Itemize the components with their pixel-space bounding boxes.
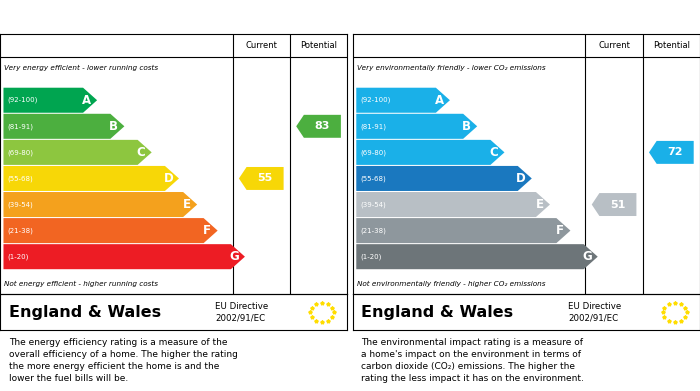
Text: Current: Current xyxy=(598,41,630,50)
Text: Potential: Potential xyxy=(300,41,337,50)
Polygon shape xyxy=(356,244,598,269)
Text: Very environmentally friendly - lower CO₂ emissions: Very environmentally friendly - lower CO… xyxy=(357,65,545,71)
Text: (55-68): (55-68) xyxy=(8,175,34,182)
Polygon shape xyxy=(356,192,550,217)
Text: 55: 55 xyxy=(257,174,272,183)
Text: EU Directive
2002/91/EC: EU Directive 2002/91/EC xyxy=(568,302,622,323)
Text: (69-80): (69-80) xyxy=(8,149,34,156)
Text: The energy efficiency rating is a measure of the
overall efficiency of a home. T: The energy efficiency rating is a measur… xyxy=(8,338,237,383)
Text: Energy Efficiency Rating: Energy Efficiency Rating xyxy=(8,11,172,24)
Text: G: G xyxy=(582,250,592,263)
Text: (69-80): (69-80) xyxy=(360,149,386,156)
Text: G: G xyxy=(230,250,239,263)
Text: A: A xyxy=(435,94,444,107)
Text: 83: 83 xyxy=(314,121,330,131)
Polygon shape xyxy=(356,166,532,191)
Text: (21-38): (21-38) xyxy=(8,227,34,234)
Text: F: F xyxy=(556,224,564,237)
Polygon shape xyxy=(4,218,218,243)
Text: England & Wales: England & Wales xyxy=(361,305,514,320)
Text: D: D xyxy=(164,172,174,185)
Text: C: C xyxy=(489,146,498,159)
Text: (92-100): (92-100) xyxy=(360,97,391,104)
Text: Not environmentally friendly - higher CO₂ emissions: Not environmentally friendly - higher CO… xyxy=(357,281,545,287)
Polygon shape xyxy=(356,114,477,139)
Text: Current: Current xyxy=(245,41,277,50)
Text: (81-91): (81-91) xyxy=(8,123,34,129)
Text: Very energy efficient - lower running costs: Very energy efficient - lower running co… xyxy=(4,65,158,71)
Text: (39-54): (39-54) xyxy=(360,201,386,208)
Polygon shape xyxy=(592,193,636,216)
Text: B: B xyxy=(109,120,118,133)
Text: C: C xyxy=(136,146,146,159)
Text: Potential: Potential xyxy=(653,41,690,50)
Text: Not energy efficient - higher running costs: Not energy efficient - higher running co… xyxy=(4,281,158,287)
Polygon shape xyxy=(356,140,505,165)
Text: D: D xyxy=(517,172,526,185)
Text: (1-20): (1-20) xyxy=(360,253,382,260)
Polygon shape xyxy=(4,166,179,191)
Text: E: E xyxy=(183,198,190,211)
Text: B: B xyxy=(462,120,471,133)
Text: F: F xyxy=(203,224,211,237)
Polygon shape xyxy=(4,88,97,113)
Text: 51: 51 xyxy=(610,199,625,210)
Polygon shape xyxy=(4,192,197,217)
Text: (39-54): (39-54) xyxy=(8,201,34,208)
Text: Environmental Impact (CO₂) Rating: Environmental Impact (CO₂) Rating xyxy=(361,11,594,24)
Text: The environmental impact rating is a measure of
a home's impact on the environme: The environmental impact rating is a mea… xyxy=(361,338,584,383)
Polygon shape xyxy=(4,114,125,139)
Text: (55-68): (55-68) xyxy=(360,175,386,182)
Text: 72: 72 xyxy=(667,147,682,158)
Text: (21-38): (21-38) xyxy=(360,227,386,234)
Polygon shape xyxy=(239,167,284,190)
Text: E: E xyxy=(536,198,543,211)
Text: A: A xyxy=(82,94,91,107)
Polygon shape xyxy=(4,244,245,269)
Polygon shape xyxy=(649,141,694,164)
Polygon shape xyxy=(356,218,570,243)
Text: England & Wales: England & Wales xyxy=(8,305,161,320)
Polygon shape xyxy=(356,88,450,113)
Text: (1-20): (1-20) xyxy=(8,253,29,260)
Text: EU Directive
2002/91/EC: EU Directive 2002/91/EC xyxy=(216,302,269,323)
Text: (92-100): (92-100) xyxy=(8,97,38,104)
Text: (81-91): (81-91) xyxy=(360,123,386,129)
Polygon shape xyxy=(296,115,341,138)
Polygon shape xyxy=(4,140,152,165)
